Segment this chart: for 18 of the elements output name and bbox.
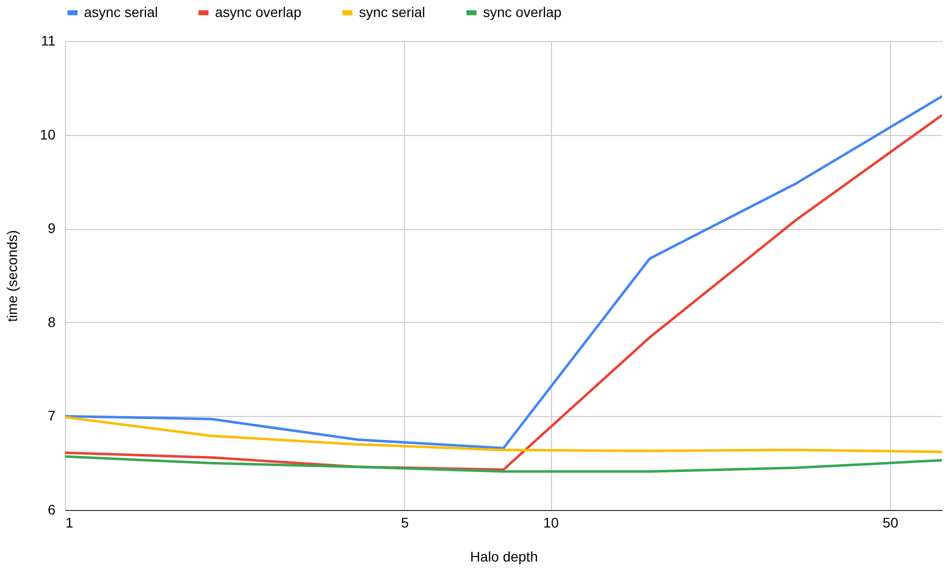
- x-tick-label: 10: [543, 514, 560, 530]
- legend-label: sync serial: [359, 4, 426, 20]
- legend-label: async serial: [84, 4, 158, 20]
- x-axis-title: Halo depth: [470, 548, 538, 564]
- y-tick-label: 11: [40, 32, 56, 48]
- x-tick-label: 50: [882, 514, 898, 530]
- x-tick-label: 1: [66, 514, 74, 530]
- y-tick-label: 10: [40, 126, 56, 142]
- y-tick-label: 8: [48, 314, 56, 330]
- y-axis-title: time (seconds): [4, 230, 20, 322]
- legend-label: sync overlap: [483, 4, 562, 20]
- x-tick-label: 5: [400, 514, 409, 530]
- y-tick-label: 6: [48, 502, 56, 518]
- y-tick-label: 7: [48, 408, 56, 424]
- legend-label: async overlap: [215, 4, 302, 20]
- y-tick-label: 9: [48, 220, 56, 236]
- line-series: [65, 455, 942, 473]
- line-series: [65, 416, 942, 454]
